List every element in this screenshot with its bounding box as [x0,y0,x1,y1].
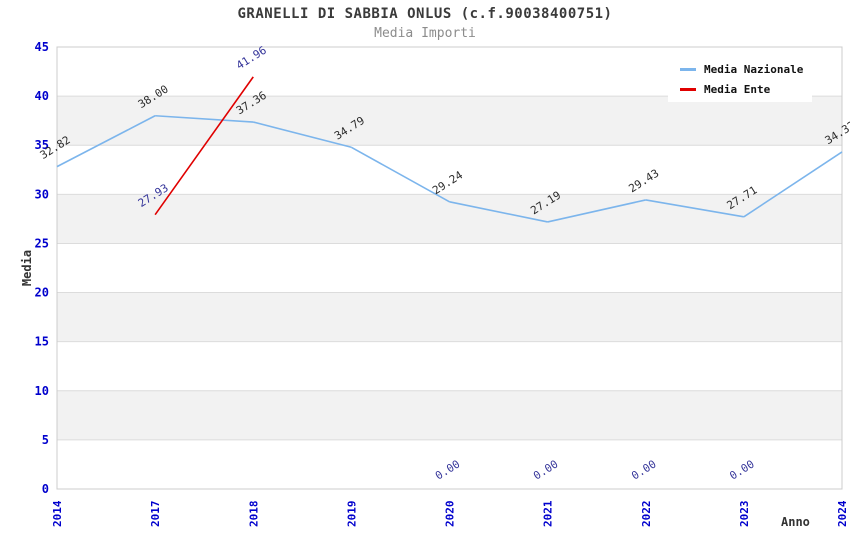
legend: Media Nazionale Media Ente [668,52,812,102]
y-tick-label: 30 [35,187,49,201]
legend-item-media-nazionale: Media Nazionale [680,59,812,79]
series-line-0 [449,201,548,223]
y-tick-label: 40 [35,89,49,103]
media-nazionale-swatch [680,67,696,71]
data-label-1: 0.00 [433,457,462,482]
plot-border [56,46,843,490]
x-tick-label: 2023 [738,501,751,528]
x-tick-label: 2024 [836,500,849,527]
y-tick-label: 5 [42,433,49,447]
series-line-0 [547,199,646,223]
series-line-0 [645,199,745,218]
y-tick-label: 25 [35,236,49,250]
media-ente-swatch [680,87,696,91]
x-axis-title: Anno [781,515,810,529]
x-tick-label: 2022 [640,501,653,528]
x-tick-label: 2017 [149,501,162,528]
x-tick-label: 2021 [542,500,555,527]
plot-band [57,292,842,342]
data-label-1: 0.00 [629,457,658,482]
y-tick-label: 20 [35,286,49,300]
series-line-0 [253,121,352,149]
x-tick-label: 2018 [247,501,260,528]
series-line-0 [155,114,254,123]
y-tick-label: 45 [35,40,49,54]
y-tick-label: 10 [35,384,49,398]
x-tick-label: 2020 [444,501,457,528]
legend-label: Media Ente [704,82,771,96]
data-label-1: 0.00 [727,457,756,482]
chart-subtitle: Media Importi [374,26,476,41]
series-line-0 [350,146,450,203]
x-tick-label: 2014 [51,500,64,527]
data-label-1: 0.00 [531,457,560,482]
y-tick-label: 35 [35,138,49,152]
legend-item-media-ente: Media Ente [680,79,812,99]
series-line-1 [154,76,254,216]
chart-title: GRANELLI DI SABBIA ONLUS (c.f.9003840075… [237,6,613,22]
plot-band [57,390,842,440]
plot-band [57,96,842,146]
series-line-0 [56,115,156,168]
data-label-1: 41.96 [234,44,269,73]
y-tick-label: 0 [42,482,49,496]
series-line-0 [743,151,843,218]
y-axis-title: Media [20,249,34,287]
data-label-0: 29.43 [626,167,661,196]
legend-label: Media Nazionale [704,62,804,76]
y-tick-label: 15 [35,335,49,349]
data-label-0: 29.24 [430,168,465,197]
x-tick-label: 2019 [345,501,358,528]
